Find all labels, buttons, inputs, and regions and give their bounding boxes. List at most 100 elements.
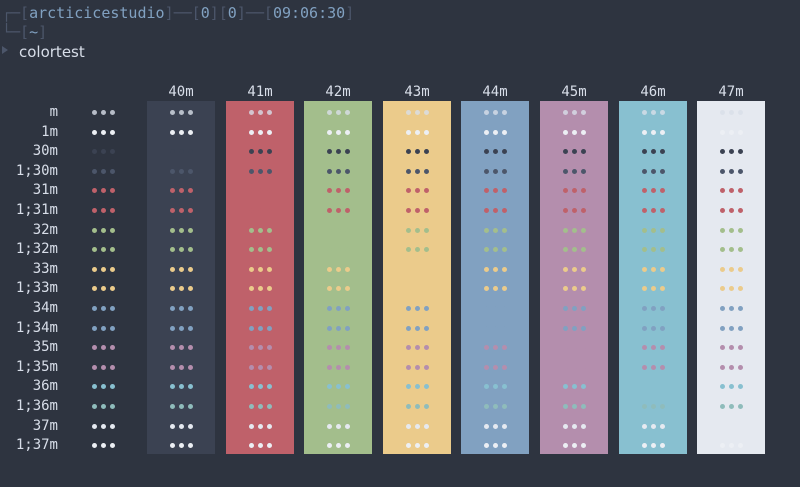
column-header: 41m [247, 84, 273, 100]
color-sample [697, 168, 765, 174]
dot-glyph [737, 129, 743, 135]
dot-glyph [326, 247, 332, 253]
dot-glyph [650, 208, 656, 213]
dot-glyph [257, 404, 263, 409]
dot-glyph [728, 364, 734, 370]
color-sample [619, 129, 687, 135]
dot-glyph [344, 345, 350, 351]
dot-glyph [344, 266, 350, 272]
dot-glyph [719, 345, 725, 351]
color-sample [619, 345, 687, 351]
dot-glyph [100, 168, 106, 174]
dot-glyph [562, 364, 568, 370]
dot-glyph [178, 149, 184, 155]
dot-glyph [405, 266, 411, 272]
dot-glyph [423, 286, 429, 292]
dot-glyph [257, 364, 263, 370]
dot-glyph [501, 404, 507, 409]
dot-glyph [580, 325, 586, 331]
dot-glyph [414, 286, 420, 292]
color-sample [304, 384, 372, 390]
dot-glyph [719, 404, 725, 409]
dot-glyph [659, 149, 665, 155]
dot-glyph [641, 286, 647, 292]
dot-glyph [562, 227, 568, 233]
dot-glyph [187, 443, 193, 449]
dot-glyph [719, 149, 725, 155]
column-header: 47m [718, 84, 744, 100]
dot-glyph [719, 364, 725, 370]
color-sample [461, 404, 529, 409]
dot-glyph [492, 325, 498, 331]
dot-glyph [344, 168, 350, 174]
color-sample [461, 384, 529, 390]
color-sample [147, 404, 215, 409]
dot-glyph [178, 266, 184, 272]
dot-glyph [178, 168, 184, 174]
dot-glyph [659, 227, 665, 233]
dot-glyph [659, 404, 665, 409]
color-sample [697, 286, 765, 292]
dot-glyph [187, 325, 193, 331]
bg-column-44m [461, 101, 529, 454]
dot-glyph [492, 266, 498, 272]
prompt-cwd: ~ [29, 23, 39, 41]
dot-glyph [719, 227, 725, 233]
dot-glyph [562, 168, 568, 174]
bg-column-40m [147, 101, 215, 454]
color-sample [226, 188, 294, 194]
color-sample [461, 188, 529, 194]
dot-glyph [650, 129, 656, 135]
dot-glyph [571, 286, 577, 292]
color-sample [619, 286, 687, 292]
dot-glyph [728, 168, 734, 174]
bg-column-46m [619, 101, 687, 454]
color-sample [619, 227, 687, 233]
dot-glyph [405, 423, 411, 429]
dot-glyph [100, 208, 106, 213]
dot-glyph [728, 227, 734, 233]
color-sample [697, 345, 765, 351]
color-sample [619, 168, 687, 174]
row-label: 31m [32, 182, 58, 199]
color-sample [226, 325, 294, 331]
dot-glyph [728, 208, 734, 213]
color-sample [619, 149, 687, 155]
dot-glyph [659, 423, 665, 429]
dot-glyph [650, 188, 656, 194]
dot-glyph [109, 325, 115, 331]
row-label: 1;30m [15, 162, 58, 179]
dot-glyph [178, 286, 184, 292]
color-sample [304, 443, 372, 449]
dot-glyph [737, 384, 743, 390]
dot-glyph [650, 110, 656, 115]
color-sample [69, 247, 137, 253]
color-sample [461, 227, 529, 233]
dot-glyph [169, 110, 175, 115]
color-sample [147, 364, 215, 370]
dot-glyph [650, 345, 656, 351]
dot-glyph [580, 286, 586, 292]
color-sample [461, 364, 529, 370]
bg-column-45m [540, 101, 608, 454]
color-sample [540, 110, 608, 115]
color-sample [304, 325, 372, 331]
color-sample [147, 168, 215, 174]
dot-glyph [100, 423, 106, 429]
dot-glyph [109, 149, 115, 155]
dot-glyph [737, 443, 743, 449]
dot-glyph [501, 227, 507, 233]
color-sample [540, 384, 608, 390]
dot-glyph [248, 208, 254, 213]
color-sample [461, 168, 529, 174]
dot-glyph [187, 306, 193, 311]
dot-glyph [169, 168, 175, 174]
dot-glyph [650, 325, 656, 331]
dot-glyph [100, 266, 106, 272]
dot-glyph [178, 345, 184, 351]
dot-glyph [405, 110, 411, 115]
dot-glyph [641, 208, 647, 213]
color-sample [226, 364, 294, 370]
dot-glyph [501, 129, 507, 135]
dot-glyph [187, 286, 193, 292]
